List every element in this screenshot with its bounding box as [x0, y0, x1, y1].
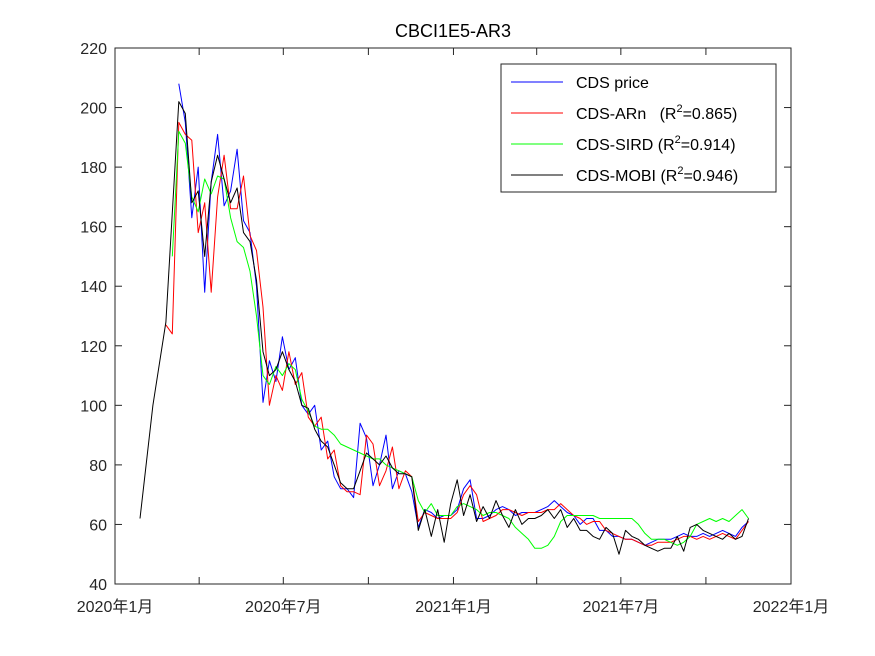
legend-r2-prefix: (R [646, 106, 676, 123]
y-tick-label: 80 [89, 458, 107, 475]
x-axis: 2020年1月 2020年7月 2021年1月 2021年7月 2022年1月 [77, 48, 830, 616]
legend-r2-superscript: 2 [676, 103, 682, 115]
series-line-3 [171, 130, 749, 549]
legend-r2-superscript: 2 [675, 134, 681, 146]
y-tick-label: 220 [80, 41, 107, 58]
x-tick-label: 2020年7月 [245, 598, 322, 616]
y-tick-label: 140 [80, 279, 107, 296]
y-tick-label: 180 [80, 160, 107, 177]
y-tick-label: 60 [89, 517, 107, 534]
legend-label: CDS-SIRD (R2=0.914) [576, 134, 736, 154]
legend-label: CDS-MOBI (R2=0.946) [576, 165, 738, 185]
legend-series-name: CDS-SIRD [576, 137, 653, 154]
legend-label: CDS price [576, 75, 649, 92]
series-line-4 [139, 101, 749, 555]
y-tick-label: 120 [80, 339, 107, 356]
x-tick-label: 2022年1月 [753, 598, 830, 616]
legend-box [500, 63, 777, 193]
legend-r2-equals: = [683, 168, 692, 185]
y-tick-label: 160 [80, 220, 107, 237]
legend-r2-close: ) [732, 106, 737, 123]
legend-r2-prefix: (R [653, 137, 674, 154]
legend-r2-superscript: 2 [677, 165, 683, 177]
legend-r2-value: 0.946 [693, 168, 733, 185]
legend-r2-value: 0.865 [692, 106, 732, 123]
y-tick-label: 40 [89, 577, 107, 594]
legend-r2-prefix: (R [656, 168, 677, 185]
series-line-1 [178, 83, 749, 546]
legend-r2-equals: = [681, 137, 690, 154]
legend-series-name: CDS price [576, 75, 649, 92]
plot-area [139, 83, 749, 555]
legend-r2-equals: = [683, 106, 692, 123]
x-tick-label: 2021年1月 [415, 598, 492, 616]
x-tick-label: 2021年7月 [583, 598, 660, 616]
legend-r2-close: ) [730, 137, 735, 154]
x-tick-label: 2020年1月 [77, 598, 154, 616]
y-tick-label: 200 [80, 101, 107, 118]
y-axis: 40 60 80 100 120 140 160 180 200 220 [80, 41, 791, 594]
y-tick-label: 100 [80, 398, 107, 415]
series-layer [139, 83, 749, 555]
series-line-2 [165, 121, 749, 546]
chart-title: CBCI1E5-AR3 [395, 21, 511, 41]
legend-label: CDS-ARn (R2=0.865) [576, 103, 737, 123]
legend-r2-close: ) [733, 168, 738, 185]
legend-r2-value: 0.914 [690, 137, 730, 154]
legend-series-name: CDS-MOBI [576, 168, 656, 185]
legend-series-name: CDS-ARn [576, 106, 646, 123]
